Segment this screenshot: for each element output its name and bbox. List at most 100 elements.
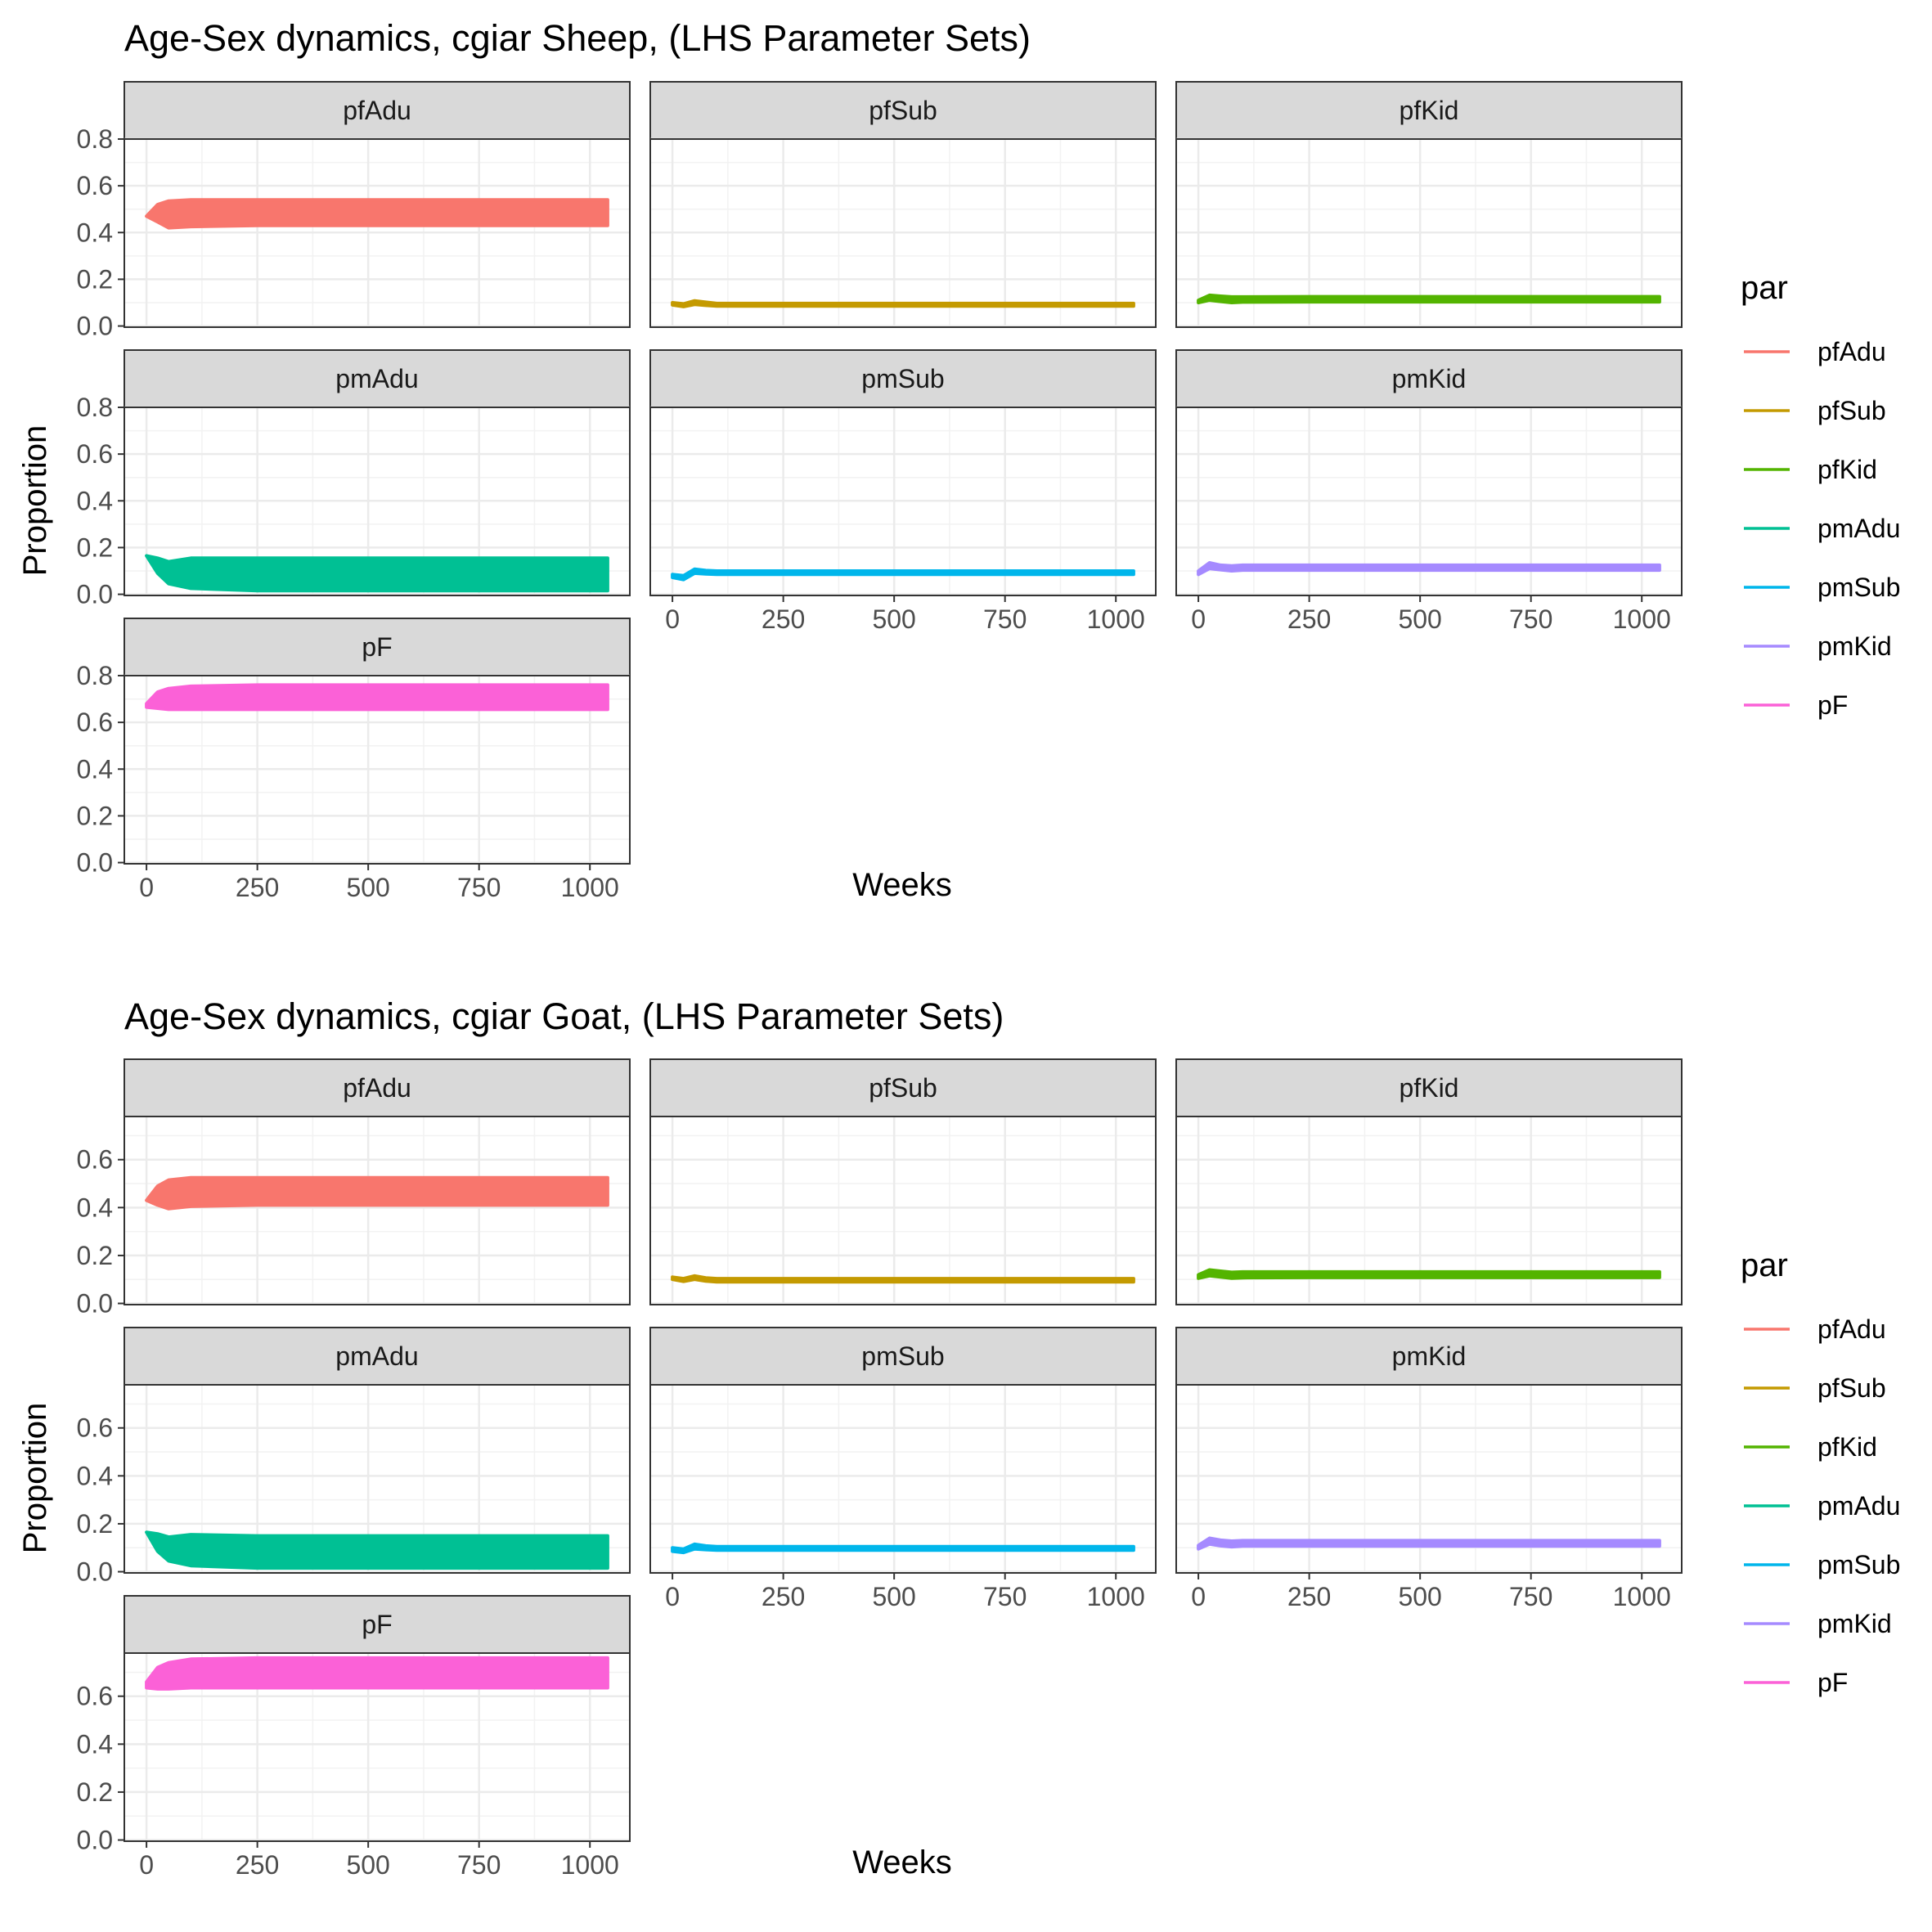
facet-strip-label: pfSub <box>869 96 937 125</box>
y-axis-title: Proportion <box>17 1403 53 1554</box>
x-tick-label: 1000 <box>1613 1582 1671 1611</box>
x-tick-label: 0 <box>1191 1582 1206 1611</box>
y-tick-label: 0.6 <box>77 171 113 200</box>
facet-strip <box>124 349 631 408</box>
panel-border <box>1175 1116 1683 1305</box>
legend-title: par <box>1741 1247 1788 1283</box>
series-band-pfSub <box>671 1274 1135 1284</box>
series-band-pfSub <box>671 299 1135 308</box>
panel-border <box>649 407 1157 596</box>
x-tick-label: 1000 <box>561 1850 619 1880</box>
facet-strip-label: pfSub <box>869 1073 937 1103</box>
facet-panel-pF: pF 0.0 0.2 0.4 0.6 0.8 0 250 500 750 1000 <box>77 618 631 902</box>
facet-panel-pmSub: pmSub 0 250 500 750 1000 <box>649 1327 1157 1611</box>
facet-strip <box>124 81 631 140</box>
series-band-pmSub <box>671 1542 1135 1555</box>
legend-label-pfAdu: pfAdu <box>1817 337 1886 366</box>
y-tick-label: 0.4 <box>77 1193 113 1222</box>
series-band-pmAdu <box>145 554 609 593</box>
facet-strip-label: pF <box>362 1610 392 1639</box>
x-tick-label: 750 <box>983 1582 1027 1611</box>
facet-strip-label: pfAdu <box>343 96 411 125</box>
x-tick-label: 250 <box>1287 1582 1331 1611</box>
legend-label-pmKid: pmKid <box>1817 631 1892 661</box>
facet-strip-label: pmKid <box>1392 364 1467 393</box>
y-tick-label: 0.8 <box>77 661 113 690</box>
facet-strip-label: pfAdu <box>343 1073 411 1103</box>
y-tick-label: 0.8 <box>77 393 113 422</box>
x-tick-label: 750 <box>983 604 1027 634</box>
x-axis-title: Weeks <box>852 867 952 903</box>
facet-strip <box>1175 349 1683 408</box>
facet-panel-pfKid: pfKid <box>1175 1058 1683 1305</box>
facet-strip-label: pfKid <box>1400 96 1459 125</box>
series-band-pF <box>145 1656 609 1691</box>
series-band-pmKid <box>1197 561 1661 577</box>
facet-strip-label: pmSub <box>861 1341 944 1371</box>
facet-strip-label: pmAdu <box>335 1341 418 1371</box>
legend-label-pmSub: pmSub <box>1817 1550 1900 1579</box>
x-tick-label: 1000 <box>561 873 619 902</box>
x-tick-label: 250 <box>236 873 279 902</box>
legend-label-pfSub: pfSub <box>1817 396 1886 425</box>
x-tick-label: 500 <box>872 1582 915 1611</box>
y-tick-label: 0.0 <box>77 1289 113 1319</box>
legend-label-pmAdu: pmAdu <box>1817 1491 1900 1521</box>
x-tick-label: 1000 <box>1087 1582 1145 1611</box>
y-tick-label: 0.4 <box>77 1461 113 1490</box>
x-tick-label: 0 <box>665 1582 680 1611</box>
facet-panel-pfSub: pfSub <box>649 1058 1157 1305</box>
facet-strip <box>124 1058 631 1117</box>
x-tick-label: 250 <box>762 604 805 634</box>
legend: par pfAdu pfSub pfKid pmAdu pmSub pmKid pF <box>1741 1247 1900 1697</box>
facet-strip <box>649 1327 1157 1386</box>
x-tick-label: 0 <box>665 604 680 634</box>
panel-background <box>124 1117 630 1305</box>
x-tick-label: 750 <box>1509 1582 1552 1611</box>
facet-strip-label: pfKid <box>1400 1073 1459 1103</box>
y-tick-label: 0.6 <box>77 1682 113 1711</box>
series-band-pmKid <box>1197 1536 1661 1551</box>
chart-title: Age-Sex dynamics, cgiar Sheep, (LHS Para… <box>124 17 1031 59</box>
x-tick-label: 1000 <box>1613 604 1671 634</box>
facet-strip <box>649 81 1157 140</box>
facet-strip <box>649 349 1157 408</box>
series-band-pfAdu <box>145 1175 609 1211</box>
facet-strip-label: pmKid <box>1392 1341 1467 1371</box>
series-band-pF <box>145 683 609 712</box>
x-tick-label: 750 <box>457 873 501 902</box>
legend-label-pF: pF <box>1817 690 1848 720</box>
y-tick-label: 0.6 <box>77 439 113 469</box>
y-tick-label: 0.2 <box>77 1509 113 1539</box>
y-tick-label: 0.6 <box>77 708 113 737</box>
facet-strip <box>649 1058 1157 1117</box>
chart-block-0: Age-Sex dynamics, cgiar Sheep, (LHS Para… <box>17 17 1900 903</box>
x-tick-label: 0 <box>139 1850 154 1880</box>
legend-label-pmAdu: pmAdu <box>1817 514 1900 543</box>
legend: par pfAdu pfSub pfKid pmAdu pmSub pmKid pF <box>1741 270 1900 720</box>
x-tick-label: 250 <box>236 1850 279 1880</box>
legend-label-pfKid: pfKid <box>1817 1432 1877 1462</box>
legend-label-pmKid: pmKid <box>1817 1609 1892 1638</box>
y-tick-label: 0.2 <box>77 1777 113 1807</box>
panel-background <box>650 1117 1156 1305</box>
series-band-pfAdu <box>145 198 609 230</box>
x-tick-label: 250 <box>762 1582 805 1611</box>
facet-panel-pfSub: pfSub <box>649 81 1157 328</box>
facet-panel-pF: pF 0.0 0.2 0.4 0.6 0 250 500 750 1000 <box>77 1595 631 1880</box>
x-tick-label: 250 <box>1287 604 1331 634</box>
series-band-pfKid <box>1197 1268 1661 1280</box>
facet-strip-label: pmAdu <box>335 364 418 393</box>
x-tick-label: 0 <box>139 873 154 902</box>
facet-strip <box>1175 1327 1683 1386</box>
y-axis-title: Proportion <box>17 425 53 577</box>
facet-strip-label: pmSub <box>861 364 944 393</box>
panel-border <box>649 1384 1157 1574</box>
facet-panel-pmSub: pmSub 0 250 500 750 1000 <box>649 349 1157 634</box>
y-tick-label: 0.0 <box>77 1826 113 1855</box>
panel-border <box>1175 138 1683 328</box>
y-tick-label: 0.2 <box>77 801 113 830</box>
legend-title: par <box>1741 270 1788 306</box>
y-tick-label: 0.2 <box>77 264 113 294</box>
